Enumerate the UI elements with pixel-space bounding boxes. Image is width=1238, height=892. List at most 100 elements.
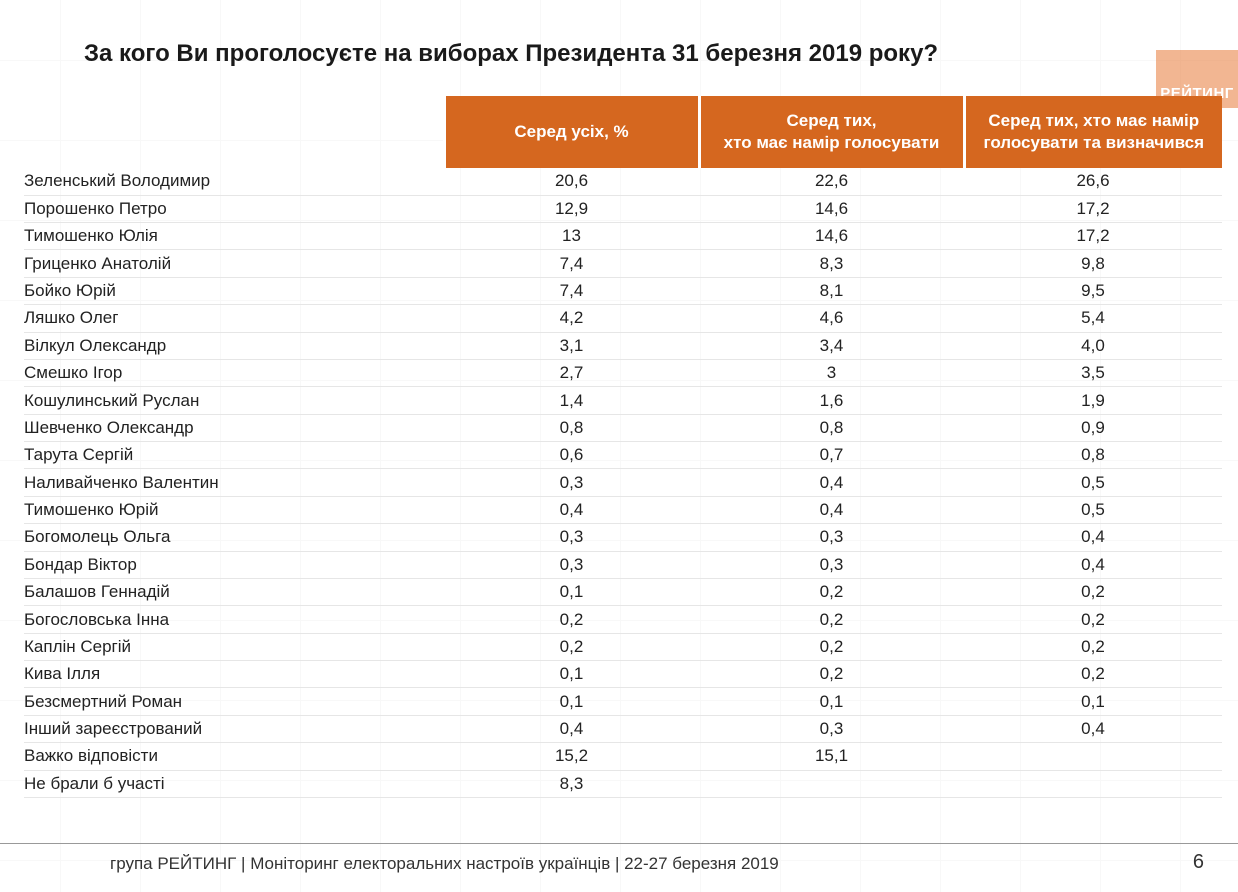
poll-value: 0,1	[444, 578, 699, 605]
candidate-name: Богословська Інна	[24, 606, 444, 633]
poll-value: 0,3	[699, 551, 964, 578]
poll-value: 15,2	[444, 743, 699, 770]
table-row: Бондар Віктор0,30,30,4	[24, 551, 1222, 578]
poll-value: 9,5	[964, 277, 1222, 304]
candidate-name: Гриценко Анатолій	[24, 250, 444, 277]
table-row: Кива Ілля0,10,20,2	[24, 661, 1222, 688]
header-blank	[24, 96, 444, 168]
poll-value: 4,6	[699, 305, 964, 332]
poll-value: 17,2	[964, 223, 1222, 250]
candidate-name: Шевченко Олександр	[24, 414, 444, 441]
slide-footer: група РЕЙТИНГ | Моніторинг електоральних…	[0, 843, 1238, 874]
header-col-2-text: Серед тих, хто має намір голосувати	[724, 111, 940, 152]
poll-value: 0,8	[699, 414, 964, 441]
poll-value: 0,6	[444, 442, 699, 469]
poll-value: 0,2	[699, 578, 964, 605]
footer-text: група РЕЙТИНГ | Моніторинг електоральних…	[110, 854, 779, 873]
poll-value: 0,1	[699, 688, 964, 715]
candidate-name: Не брали б участі	[24, 770, 444, 797]
poll-value: 0,2	[699, 661, 964, 688]
table-row: Тимошенко Юлія1314,617,2	[24, 223, 1222, 250]
poll-value: 20,6	[444, 168, 699, 195]
poll-value: 0,4	[444, 715, 699, 742]
page-number: 6	[1193, 851, 1204, 874]
poll-value: 0,4	[964, 551, 1222, 578]
poll-value: 0,3	[444, 469, 699, 496]
candidate-name: Кошулинський Руслан	[24, 387, 444, 414]
table-row: Кошулинський Руслан1,41,61,9	[24, 387, 1222, 414]
poll-value: 0,1	[444, 688, 699, 715]
poll-value: 1,6	[699, 387, 964, 414]
poll-value: 13	[444, 223, 699, 250]
poll-table: Серед усіх, % Серед тих, хто має намір г…	[24, 96, 1222, 798]
poll-value: 1,9	[964, 387, 1222, 414]
candidate-name: Ляшко Олег	[24, 305, 444, 332]
candidate-name: Наливайченко Валентин	[24, 469, 444, 496]
table-body: Зеленський Володимир20,622,626,6Порошенк…	[24, 168, 1222, 797]
poll-value: 0,2	[964, 578, 1222, 605]
poll-value: 0,7	[699, 442, 964, 469]
poll-value: 8,3	[444, 770, 699, 797]
poll-value: 0,3	[444, 551, 699, 578]
poll-value: 0,4	[964, 524, 1222, 551]
candidate-name: Богомолець Ольга	[24, 524, 444, 551]
poll-value: 3,4	[699, 332, 964, 359]
candidate-name: Безсмертний Роман	[24, 688, 444, 715]
slide-content: За кого Ви проголосуєте на виборах Прези…	[0, 0, 1238, 798]
poll-value: 0,3	[699, 715, 964, 742]
table-row: Інший зареєстрований0,40,30,4	[24, 715, 1222, 742]
poll-value: 0,4	[699, 469, 964, 496]
candidate-name: Тарута Сергій	[24, 442, 444, 469]
table-row: Вілкул Олександр3,13,44,0	[24, 332, 1222, 359]
table-row: Наливайченко Валентин0,30,40,5	[24, 469, 1222, 496]
poll-value: 26,6	[964, 168, 1222, 195]
poll-value: 0,2	[699, 633, 964, 660]
table-row: Бойко Юрій7,48,19,5	[24, 277, 1222, 304]
poll-value: 0,2	[964, 606, 1222, 633]
candidate-name: Каплін Сергій	[24, 633, 444, 660]
poll-value: 3	[699, 359, 964, 386]
poll-value	[964, 770, 1222, 797]
header-col-3: Серед тих, хто має намір голосувати та в…	[964, 96, 1222, 168]
candidate-name: Бойко Юрій	[24, 277, 444, 304]
poll-value: 0,4	[699, 496, 964, 523]
poll-value: 0,3	[699, 524, 964, 551]
table-row: Тимошенко Юрій0,40,40,5	[24, 496, 1222, 523]
table-row: Богомолець Ольга0,30,30,4	[24, 524, 1222, 551]
poll-value: 0,4	[444, 496, 699, 523]
candidate-name: Вілкул Олександр	[24, 332, 444, 359]
poll-value: 12,9	[444, 195, 699, 222]
table-row: Балашов Геннадій0,10,20,2	[24, 578, 1222, 605]
header-col-2: Серед тих, хто має намір голосувати	[699, 96, 964, 168]
table-row: Гриценко Анатолій7,48,39,8	[24, 250, 1222, 277]
poll-value: 0,2	[964, 633, 1222, 660]
table-row: Ляшко Олег4,24,65,4	[24, 305, 1222, 332]
table-row: Зеленський Володимир20,622,626,6	[24, 168, 1222, 195]
table-row: Безсмертний Роман0,10,10,1	[24, 688, 1222, 715]
poll-value: 14,6	[699, 195, 964, 222]
poll-value: 17,2	[964, 195, 1222, 222]
candidate-name: Бондар Віктор	[24, 551, 444, 578]
table-row: Тарута Сергій0,60,70,8	[24, 442, 1222, 469]
poll-value: 5,4	[964, 305, 1222, 332]
poll-value: 0,1	[444, 661, 699, 688]
poll-value: 2,7	[444, 359, 699, 386]
poll-value: 0,4	[964, 715, 1222, 742]
candidate-name: Інший зареєстрований	[24, 715, 444, 742]
table-row: Порошенко Петро12,914,617,2	[24, 195, 1222, 222]
candidate-name: Тимошенко Юлія	[24, 223, 444, 250]
poll-value: 3,5	[964, 359, 1222, 386]
poll-value	[964, 743, 1222, 770]
header-col-1: Серед усіх, %	[444, 96, 699, 168]
table-row: Важко відповісти15,215,1	[24, 743, 1222, 770]
poll-value: 0,2	[699, 606, 964, 633]
poll-value: 8,1	[699, 277, 964, 304]
candidate-name: Смешко Ігор	[24, 359, 444, 386]
poll-value: 4,2	[444, 305, 699, 332]
candidate-name: Балашов Геннадій	[24, 578, 444, 605]
table-row: Не брали б участі8,3	[24, 770, 1222, 797]
poll-value: 0,3	[444, 524, 699, 551]
poll-value: 0,9	[964, 414, 1222, 441]
table-row: Каплін Сергій0,20,20,2	[24, 633, 1222, 660]
poll-value: 0,5	[964, 469, 1222, 496]
